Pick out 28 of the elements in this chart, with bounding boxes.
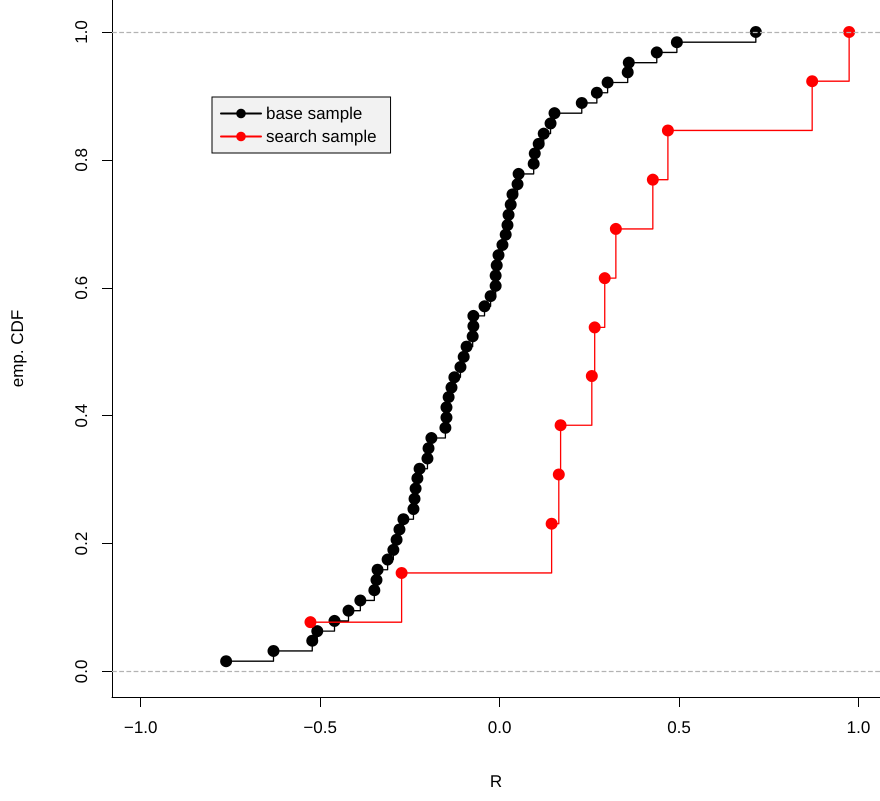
- point: [843, 26, 856, 38]
- y-tick-label: 0.2: [72, 532, 91, 556]
- x-tick-label: 1.0: [846, 718, 870, 737]
- x-tick-label: −0.5: [303, 718, 337, 737]
- point: [546, 518, 558, 530]
- point: [588, 321, 601, 334]
- y-tick-label: 0.8: [72, 148, 91, 172]
- point: [586, 370, 598, 382]
- point: [598, 272, 611, 284]
- point: [662, 124, 674, 136]
- y-tick-label: 0.0: [72, 660, 91, 684]
- x-axis-title: R: [490, 772, 502, 791]
- point: [646, 174, 659, 186]
- x-tick-label: −1.0: [124, 718, 158, 737]
- x-tick-label: 0.0: [488, 718, 512, 737]
- y-tick-label: 0.6: [72, 276, 91, 300]
- point: [554, 419, 567, 432]
- point: [396, 566, 408, 579]
- point: [304, 616, 316, 628]
- y-axis-title: emp. CDF: [8, 310, 27, 388]
- x-tick-label: 0.5: [667, 718, 691, 737]
- point: [610, 222, 622, 235]
- legend-label: base sample: [266, 104, 362, 123]
- y-tick-label: 1.0: [72, 20, 91, 44]
- legend-label: search sample: [266, 127, 377, 146]
- y-tick-label: 0.4: [72, 404, 91, 428]
- point: [552, 468, 565, 480]
- point: [806, 75, 818, 88]
